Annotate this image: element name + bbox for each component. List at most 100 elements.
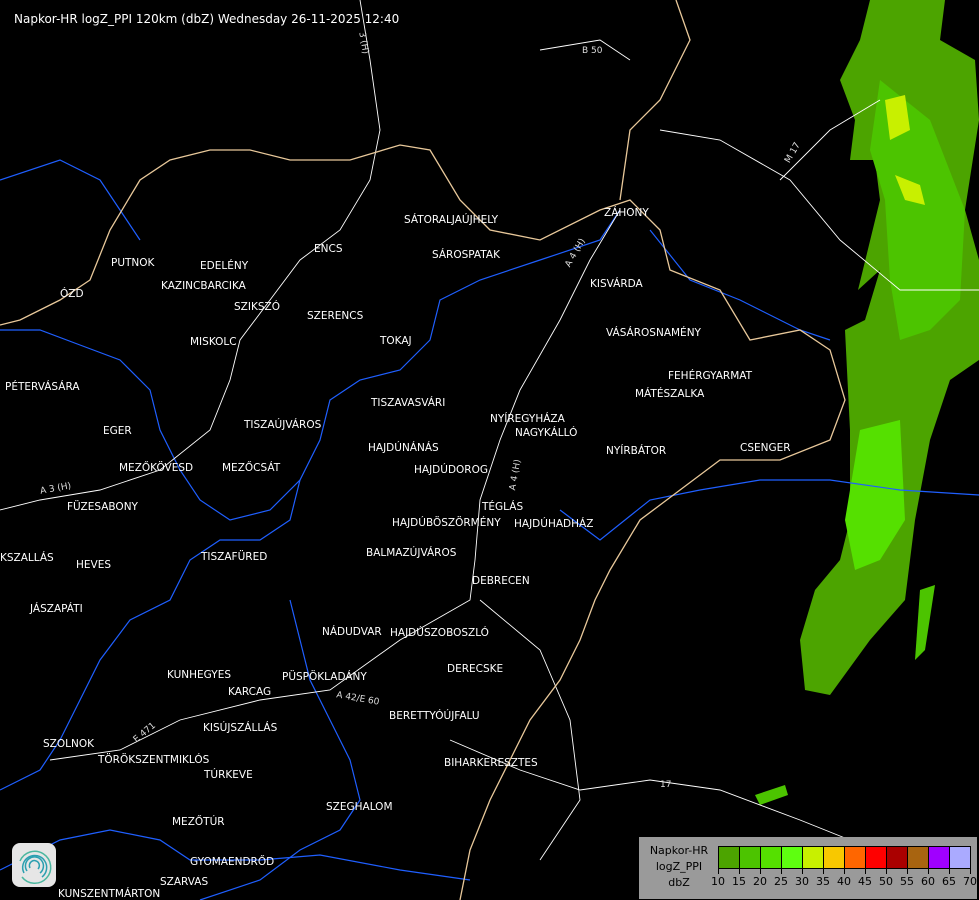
legend-tick (970, 868, 971, 874)
legend-tick (949, 868, 950, 874)
legend-swatch (782, 847, 803, 868)
city-label: HAJDÚSZOBOSZLÓ (390, 627, 489, 639)
map-title: Napkor-HR logZ_PPI 120km (dbZ) Wednesday… (14, 12, 400, 26)
city-label: JÁSZAPÁTI (30, 603, 83, 615)
roads (0, 0, 979, 861)
city-label: MEZŐCSÁT (222, 462, 281, 474)
city-label: HAJDÚHADHÁZ (514, 518, 594, 530)
swirl-logo-icon (19, 850, 52, 884)
city-label: KISÚJSZÁLLÁS (203, 722, 278, 734)
legend-swatch (845, 847, 866, 868)
city-label: SZARVAS (160, 876, 209, 888)
city-label: ENCS (314, 243, 343, 255)
city-label: FEHÉRGYARMAT (668, 370, 753, 382)
city-label: KUNHEGYES (167, 669, 231, 681)
legend-tick-label: 55 (900, 875, 914, 888)
legend-tick (928, 868, 929, 874)
legend-swatch (908, 847, 929, 868)
legend-tick (718, 868, 719, 874)
legend-tick (844, 868, 845, 874)
city-label: EDELÉNY (200, 260, 249, 272)
city-label: HAJDÚNÁNÁS (368, 442, 439, 454)
city-label: EGER (103, 425, 132, 437)
road-label: B 50 (582, 46, 603, 56)
city-label: TÖRÖKSZENTMIKLÓS (98, 754, 210, 766)
city-label: ZÁHONY (604, 207, 649, 219)
city-label: KAZINCBARCIKA (161, 280, 246, 292)
legend-tick (907, 868, 908, 874)
city-label: MEZŐTÚR (172, 816, 225, 828)
legend-tick-label: 20 (753, 875, 767, 888)
legend-swatch (950, 847, 970, 868)
city-label: BERETTYÓÚJFALU (389, 710, 480, 722)
legend-swatch (740, 847, 761, 868)
legend-line: dbZ (668, 876, 690, 889)
legend-tick-label: 70 (963, 875, 977, 888)
city-label: KSZALLÁS (0, 552, 54, 564)
road-label: 17 (660, 780, 672, 790)
legend-tick-label: 50 (879, 875, 893, 888)
legend-tick (886, 868, 887, 874)
legend-tick-label: 10 (711, 875, 725, 888)
legend-ticks (718, 868, 972, 874)
city-label: HEVES (76, 559, 112, 571)
city-label: NYÍREGYHÁZA (490, 413, 565, 425)
city-label: SÁROSPATAK (432, 249, 500, 261)
city-label: SÁTORALJAÚJHELY (404, 214, 499, 226)
city-label: KUNSZENTMÁRTON (58, 888, 161, 900)
city-label: TISZAFÜRED (201, 551, 268, 563)
city-label: BALMAZÚJVÁROS (366, 547, 457, 559)
border-north (619, 0, 691, 201)
legend-tick (781, 868, 782, 874)
city-label: FÜZESABONY (67, 501, 138, 513)
city-label: ÓZD (60, 288, 84, 300)
city-label: TISZAÚJVÁROS (244, 419, 322, 431)
city-label: TOKAJ (380, 335, 412, 347)
city-label: MÁTÉSZALKA (635, 388, 705, 400)
city-label: SZEGHALOM (326, 801, 393, 813)
legend-swatch (866, 847, 887, 868)
city-label: DEBRECEN (472, 575, 530, 587)
city-label: NYÍRBÁTOR (606, 445, 667, 457)
legend-swatch (929, 847, 950, 868)
legend-line: Napkor-HR (649, 844, 709, 857)
legend-swatch (719, 847, 740, 868)
legend-tick-label: 65 (942, 875, 956, 888)
national-border (0, 144, 846, 900)
legend-tick (760, 868, 761, 874)
city-label: NAGYKÁLLÓ (515, 427, 578, 439)
city-label: MEZŐKÖVESD (119, 462, 194, 474)
legend-tick (739, 868, 740, 874)
legend-tick (865, 868, 866, 874)
legend-tick (823, 868, 824, 874)
city-label: SZERENCS (307, 310, 364, 322)
city-label: KISVÁRDA (590, 278, 643, 290)
legend-tick (802, 868, 803, 874)
legend-tick-label: 15 (732, 875, 746, 888)
city-label: HAJDÚDOROG (414, 464, 488, 476)
city-label: MISKOLC (190, 336, 237, 348)
legend-swatch (887, 847, 908, 868)
city-label: PÉTERVÁSÁRA (5, 381, 80, 393)
legend-tick-label: 45 (858, 875, 872, 888)
rivers (0, 159, 979, 900)
city-label: SZIKSZÓ (234, 301, 280, 313)
city-label: TISZAVASVÁRI (371, 397, 446, 409)
city-label: CSENGER (740, 442, 791, 454)
legend-swatch (803, 847, 824, 868)
legend-tick-label: 25 (774, 875, 788, 888)
color-legend: Napkor-HR logZ_PPI dbZ 10 15 20 25 30 35 40 45 5… (639, 837, 977, 899)
legend-tick-label: 35 (816, 875, 830, 888)
city-label: HAJDÚBÖSZÖRMÉNY (392, 517, 501, 529)
radar-echoes (755, 0, 979, 805)
city-label: BIHARKERESZTES (444, 757, 538, 769)
city-label: PÜSPÖKLADÁNY (282, 671, 367, 683)
legend-color-bar (718, 846, 971, 869)
city-label: DERECSKE (447, 663, 504, 675)
city-label: TÚRKEVE (204, 769, 253, 781)
city-label: VÁSÁROSNAMÉNY (606, 327, 701, 339)
legend-line: logZ_PPI (655, 860, 703, 873)
legend-swatch (761, 847, 782, 868)
